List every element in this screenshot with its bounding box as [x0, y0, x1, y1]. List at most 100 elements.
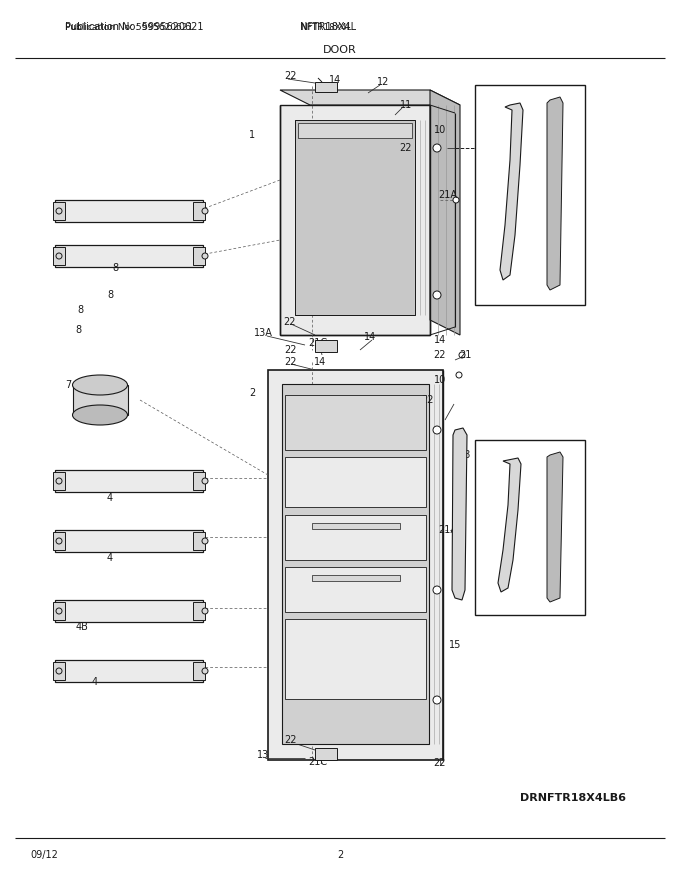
Ellipse shape: [73, 405, 128, 425]
Bar: [193, 472, 205, 490]
Bar: [312, 523, 400, 529]
Text: 22: 22: [284, 71, 296, 81]
Text: 14: 14: [364, 332, 376, 342]
Bar: [55, 660, 203, 682]
Text: NFTR18X4L: NFTR18X4L: [300, 23, 352, 32]
Circle shape: [56, 538, 62, 544]
Circle shape: [202, 253, 208, 259]
Text: 2: 2: [337, 850, 343, 860]
Circle shape: [512, 470, 522, 480]
Text: 15: 15: [449, 640, 461, 650]
Circle shape: [202, 208, 208, 214]
Bar: [268, 370, 443, 760]
Text: 8: 8: [112, 263, 118, 273]
Polygon shape: [547, 97, 563, 290]
Bar: [55, 600, 203, 622]
Text: 22: 22: [284, 345, 296, 355]
Circle shape: [327, 343, 333, 349]
Bar: [280, 105, 430, 335]
Circle shape: [456, 372, 462, 378]
Circle shape: [302, 409, 314, 421]
Circle shape: [459, 352, 465, 358]
Circle shape: [433, 291, 441, 299]
Bar: [53, 247, 65, 265]
Text: 21C: 21C: [309, 757, 328, 767]
Text: 22: 22: [422, 395, 435, 405]
Circle shape: [202, 608, 208, 614]
Text: 80: 80: [479, 92, 491, 102]
Text: 8: 8: [75, 325, 81, 335]
Text: 4B: 4B: [75, 622, 88, 632]
Polygon shape: [452, 428, 467, 600]
Text: 09/12: 09/12: [30, 850, 58, 860]
Text: 11: 11: [400, 100, 412, 110]
Bar: [55, 470, 203, 492]
Bar: [475, 440, 585, 615]
Text: 4: 4: [107, 493, 113, 503]
Circle shape: [512, 255, 522, 265]
Text: 22: 22: [284, 317, 296, 327]
Circle shape: [289, 409, 301, 421]
Circle shape: [453, 527, 459, 533]
Bar: [73, 385, 128, 415]
Bar: [55, 200, 203, 222]
Bar: [53, 202, 65, 220]
Polygon shape: [547, 452, 563, 602]
Bar: [295, 120, 415, 315]
Circle shape: [453, 197, 459, 203]
Circle shape: [433, 426, 441, 434]
Circle shape: [330, 409, 342, 421]
Bar: [315, 748, 337, 760]
Circle shape: [56, 608, 62, 614]
Circle shape: [512, 575, 522, 585]
Polygon shape: [498, 458, 521, 592]
Text: DRNFTR18X4LB6: DRNFTR18X4LB6: [520, 793, 626, 803]
Polygon shape: [280, 90, 460, 105]
Bar: [285, 395, 426, 450]
Circle shape: [433, 586, 441, 594]
Text: 18A: 18A: [568, 165, 586, 175]
Text: 18: 18: [459, 450, 471, 460]
Bar: [475, 85, 585, 305]
Text: 21: 21: [481, 450, 493, 460]
Text: 18A: 18A: [568, 280, 586, 290]
Bar: [55, 530, 203, 552]
Text: 79: 79: [559, 590, 571, 600]
Polygon shape: [500, 103, 523, 280]
Text: 10: 10: [434, 125, 446, 135]
Bar: [53, 472, 65, 490]
Text: 12: 12: [377, 77, 389, 87]
Text: 18: 18: [569, 450, 581, 460]
Text: 4: 4: [92, 677, 98, 687]
Text: 14: 14: [434, 335, 446, 345]
Bar: [315, 82, 337, 92]
Bar: [55, 245, 203, 267]
Circle shape: [433, 144, 441, 152]
Text: 79: 79: [537, 88, 549, 98]
Bar: [285, 515, 426, 560]
Text: 8: 8: [107, 290, 113, 300]
Circle shape: [202, 668, 208, 674]
Text: 4: 4: [107, 553, 113, 563]
Bar: [193, 662, 205, 680]
Text: 21: 21: [459, 350, 471, 360]
Text: 8: 8: [77, 305, 83, 315]
Text: Publication No: 5995620621: Publication No: 5995620621: [65, 22, 203, 32]
Circle shape: [317, 343, 323, 349]
Circle shape: [56, 253, 62, 259]
Polygon shape: [430, 90, 460, 335]
Circle shape: [317, 84, 323, 90]
Text: Publication No: 5995620621: Publication No: 5995620621: [65, 23, 193, 32]
Bar: [282, 384, 429, 744]
Circle shape: [512, 120, 522, 130]
Text: 10: 10: [434, 375, 446, 385]
Text: 13: 13: [257, 750, 269, 760]
Circle shape: [56, 478, 62, 484]
Bar: [53, 532, 65, 550]
Text: 22: 22: [434, 350, 446, 360]
Circle shape: [202, 478, 208, 484]
Bar: [285, 619, 426, 699]
Circle shape: [344, 409, 356, 421]
Text: 22: 22: [284, 357, 296, 367]
Text: 21: 21: [524, 265, 537, 275]
